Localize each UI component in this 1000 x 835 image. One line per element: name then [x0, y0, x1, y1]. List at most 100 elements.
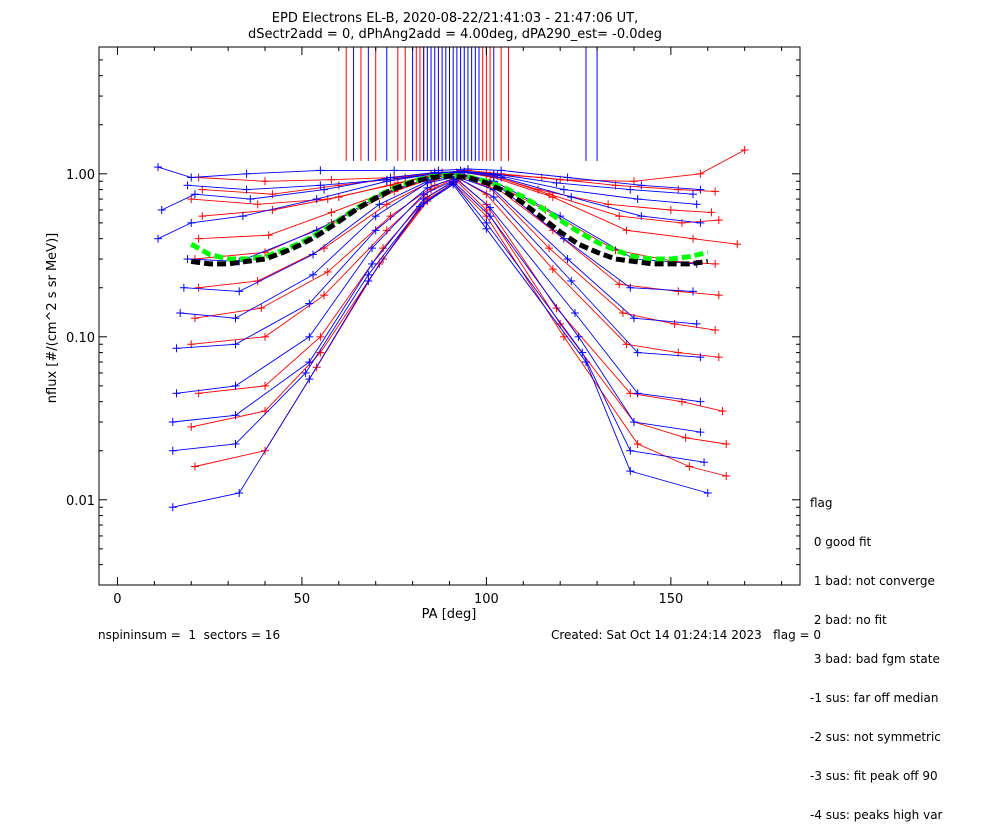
blue-series-point — [563, 173, 572, 182]
red-series-point — [718, 407, 727, 416]
blue-series-point — [703, 489, 712, 498]
blue-series-point — [567, 193, 576, 202]
blue-series-point — [486, 212, 495, 221]
red-series-point — [261, 332, 270, 341]
blue-series-point — [176, 308, 185, 317]
blue-series-point — [692, 200, 701, 209]
red-series-point — [327, 208, 336, 217]
red-series-point — [714, 353, 723, 362]
red-series-point — [379, 244, 388, 253]
red-series-point — [618, 308, 627, 317]
blue-series-point — [489, 169, 498, 178]
red-series-point — [382, 200, 391, 209]
blue-series-point — [629, 314, 638, 323]
blue-series-point — [637, 181, 646, 190]
red-series-point — [670, 319, 679, 328]
legend-item: 0 good fit — [810, 535, 872, 549]
blue-series-point — [626, 467, 635, 476]
blue-series-point — [482, 224, 491, 233]
red-series-point — [268, 190, 277, 199]
x-tick-label: 50 — [294, 592, 311, 607]
blue-series-point — [700, 458, 709, 467]
blue-series-line — [176, 177, 701, 358]
blue-series-point — [390, 166, 399, 175]
blue-series-point — [320, 185, 329, 194]
footer-spin-info: nspininsum = 1 sectors = 16 — [98, 628, 281, 642]
blue-series-line — [172, 180, 701, 433]
red-series-point — [629, 177, 638, 186]
axes-layer: 0 50 100 150 0.01 0.10 1.00 — [66, 46, 801, 607]
legend-item: 3 bad: bad fgm state — [810, 652, 940, 666]
blue-series-point — [449, 180, 458, 189]
blue-series-point — [371, 212, 380, 221]
blue-series-point — [626, 185, 635, 194]
blue-series-point — [689, 287, 698, 296]
blue-series-point — [626, 283, 635, 292]
blue-series-point — [305, 375, 314, 384]
blue-series-point — [633, 348, 642, 357]
red-series-point — [559, 332, 568, 341]
blue-series-point — [563, 255, 572, 264]
legend-item: 1 bad: not converge — [810, 574, 935, 588]
blue-series-point — [574, 332, 583, 341]
x-tick-label: 150 — [658, 592, 683, 607]
red-series-point — [548, 193, 557, 202]
red-series-point — [264, 231, 273, 240]
blue-series-point — [419, 199, 428, 208]
red-series-point — [323, 267, 332, 276]
blue-series-point — [242, 169, 251, 178]
blue-series-point — [154, 234, 163, 243]
blue-series-line — [172, 182, 705, 463]
red-series-point — [548, 265, 557, 274]
blue-series-point — [187, 173, 196, 182]
red-series-point — [261, 177, 270, 186]
legend-item: -3 sus: fit peak off 90 — [810, 769, 938, 783]
series-layer — [154, 47, 749, 512]
blue-series-line — [180, 176, 697, 325]
blue-series-point — [168, 446, 177, 455]
chart-title-line1: EPD Electrons EL-B, 2020-08-22/21:41:03 … — [272, 11, 638, 26]
red-series-point — [674, 287, 683, 296]
legend-item: -4 sus: peaks high var — [810, 808, 943, 822]
red-series-point — [714, 291, 723, 300]
blue-series-point — [172, 389, 181, 398]
blue-series-point — [423, 183, 432, 192]
blue-series-point — [308, 250, 317, 259]
legend-item: 2 bad: no fit — [810, 613, 887, 627]
red-series-point — [666, 205, 675, 214]
blue-series-point — [696, 397, 705, 406]
blue-series-point — [582, 358, 591, 367]
blue-series-point — [497, 166, 506, 175]
y-axis-label: nflux [#/(cm^2 s sr MeV)] — [45, 233, 60, 403]
chart-title-line2: dSectr2add = 0, dPhAng2add = 4.00deg, dP… — [248, 27, 662, 42]
blue-series-point — [168, 418, 177, 427]
blue-series-point — [308, 270, 317, 279]
red-series-point — [622, 226, 631, 235]
blue-series-line — [176, 178, 701, 403]
red-series-point — [552, 304, 561, 313]
blue-series-point — [235, 287, 244, 296]
blue-series-point — [231, 439, 240, 448]
red-series-line — [191, 176, 719, 358]
blue-series-point — [489, 193, 498, 202]
blue-series-point — [637, 212, 646, 221]
blue-series-point — [305, 332, 314, 341]
footer-created-info: Created: Sat Oct 14 01:24:14 2023 flag =… — [551, 628, 822, 642]
blue-series-point — [157, 205, 166, 214]
y-tick-label: 0.10 — [66, 331, 95, 346]
blue-series-point — [172, 344, 181, 353]
red-series-point — [334, 181, 343, 190]
red-series-point — [316, 332, 325, 341]
red-series-point — [622, 340, 631, 349]
blue-series-point — [696, 218, 705, 227]
blue-series-line — [172, 183, 708, 508]
blue-series-point — [626, 446, 635, 455]
red-series-point — [674, 185, 683, 194]
red-series-point — [198, 212, 207, 221]
blue-series-point — [312, 195, 321, 204]
blue-series-point — [696, 353, 705, 362]
blue-series-line — [187, 170, 694, 195]
red-series-point — [677, 218, 686, 227]
red-series-point — [711, 326, 720, 335]
red-series-point — [545, 244, 554, 253]
